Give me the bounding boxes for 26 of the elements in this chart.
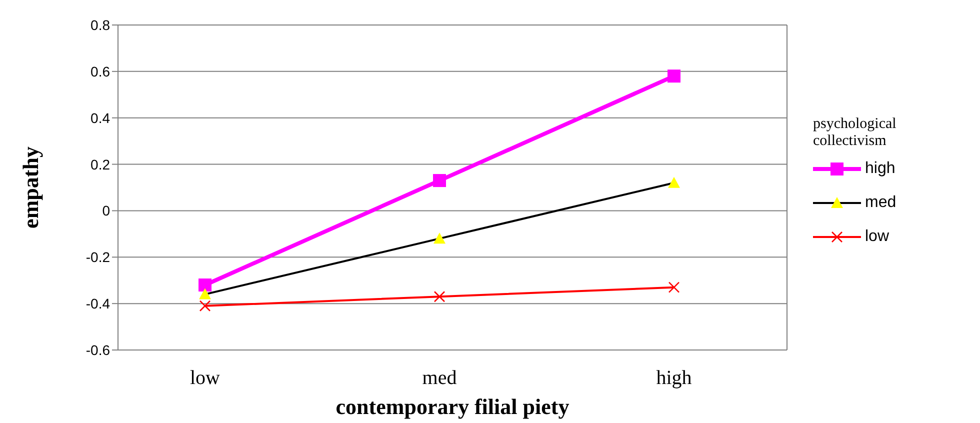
y-tick-label: -0.2: [86, 249, 110, 266]
legend-label: low: [865, 228, 890, 246]
legend-title: psychological collectivism: [813, 116, 898, 150]
x-tick-label: low: [190, 367, 221, 390]
y-tick-label: 0.8: [90, 16, 110, 33]
x-axis-title: contemporary filial piety: [336, 394, 570, 419]
legend-label: high: [865, 160, 896, 178]
point: [433, 174, 446, 188]
point: [668, 70, 680, 83]
y-axis-title: empathy: [18, 146, 43, 228]
y-tick-label: 0.6: [90, 63, 110, 80]
x-tick-label: high: [656, 367, 692, 390]
y-tick-label: 0: [102, 202, 110, 219]
point: [199, 300, 211, 312]
point: [668, 176, 680, 188]
y-tick-label: -0.4: [86, 296, 110, 312]
y-tick-label: 0.2: [90, 156, 110, 172]
point: [434, 290, 446, 302]
point: [199, 288, 211, 300]
y-tick-label: 0.4: [90, 110, 110, 126]
legend-label: med: [865, 194, 896, 212]
point: [198, 278, 212, 292]
x-tick-label: med: [422, 367, 457, 390]
point: [668, 282, 680, 293]
y-tick-label: -0.6: [86, 342, 110, 358]
point: [434, 232, 446, 244]
